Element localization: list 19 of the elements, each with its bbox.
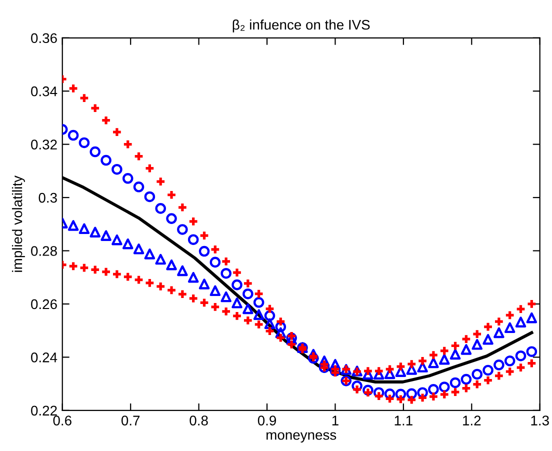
y-tick-label: 0.26	[31, 299, 57, 310]
y-tick-label: 0.24	[31, 352, 58, 362]
x-axis-title: moneyness	[266, 432, 336, 443]
chart-title: β₂ infuence on the IVS	[232, 19, 370, 32]
x-tick-label: 1	[332, 416, 338, 426]
x-tick-label: 0.9	[258, 416, 276, 426]
y-tick-label: 0.34	[31, 86, 58, 96]
x-tick-label: 0.6	[53, 416, 72, 426]
x-tick-label: 0.7	[121, 416, 140, 426]
x-tick-label: 1.2	[463, 416, 481, 426]
y-tick-label: 0.32	[31, 140, 57, 150]
x-tick-label: 0.8	[190, 416, 208, 426]
x-tick-label: 1.1	[394, 416, 412, 426]
y-tick-label: 0.22	[31, 406, 57, 416]
y-axis-title: implied volatility	[12, 176, 25, 272]
y-tick-label: 0.28	[31, 246, 57, 256]
y-tick-label: 0.3	[38, 192, 57, 203]
y-tick-label: 0.36	[31, 33, 57, 44]
x-tick-label: 1.3	[531, 416, 549, 426]
